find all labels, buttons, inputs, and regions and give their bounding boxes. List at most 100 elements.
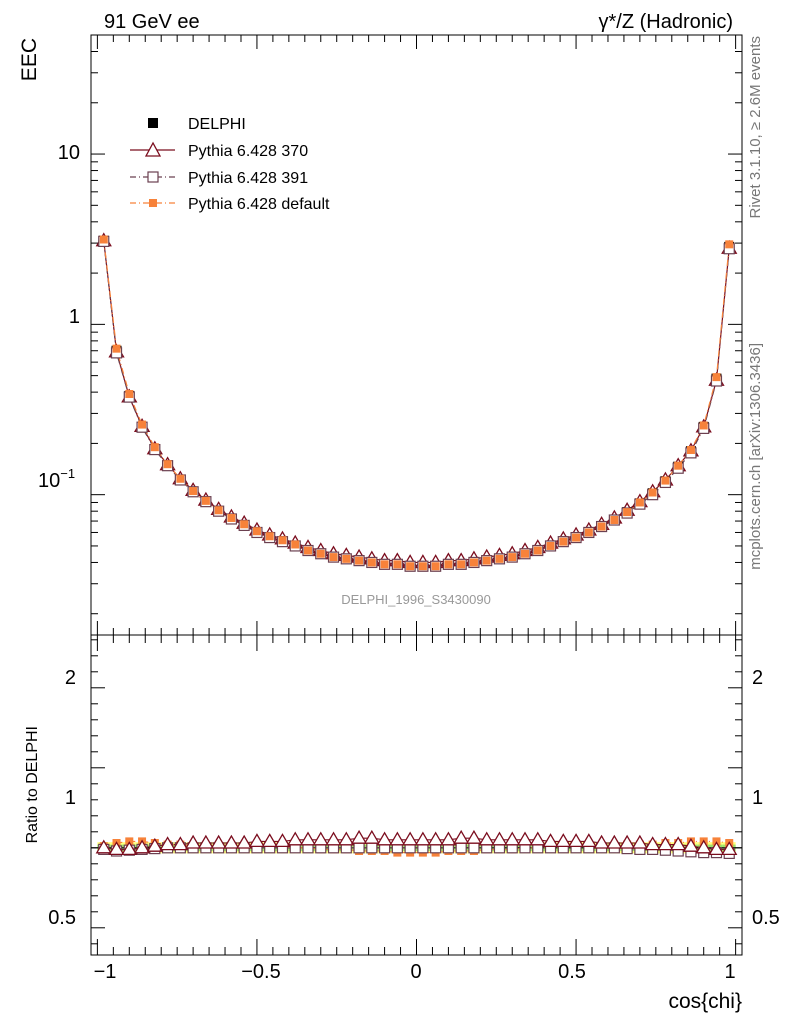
ratio-point-s0 <box>95 839 112 854</box>
legend-label-pythia-391: Pythia 6.428 391 <box>188 170 308 187</box>
ratio-point-s0 <box>478 831 495 846</box>
ratio-point-s0 <box>631 834 649 849</box>
main-point-s3 <box>201 496 210 505</box>
main-point-s3 <box>189 487 198 496</box>
ratio-point-s0 <box>108 841 125 856</box>
main-point-s3 <box>99 235 108 244</box>
ratio-ytick-left-0.5: 0.5 <box>48 907 76 929</box>
legend-label-pythia-370: Pythia 6.428 370 <box>188 143 308 160</box>
ratio-point-s0 <box>721 841 738 856</box>
ratio-point-s0 <box>567 833 585 848</box>
ratio-point-s0 <box>299 831 317 846</box>
main-point-s3 <box>635 498 644 507</box>
analysis-id: DELPHI_1996_S3430090 <box>341 592 491 607</box>
main-point-s3 <box>240 520 249 529</box>
main-panel: DELPHI_1996_S3430090 EEC 10 1 10−1 DELPH… <box>18 34 743 636</box>
main-point-s3 <box>546 541 555 550</box>
legend: DELPHI Pythia 6.428 370 Pythia 6.428 391… <box>130 116 330 213</box>
ratio-series <box>95 829 738 860</box>
xtick-label-m1: −1 <box>94 961 117 983</box>
ratio-point-s0 <box>236 834 253 849</box>
legend-label-pythia-default: Pythia 6.428 default <box>188 196 330 213</box>
main-point-s3 <box>265 532 274 541</box>
ratio-point-s0 <box>504 831 521 846</box>
main-point-s3 <box>482 556 491 565</box>
main-point-s3 <box>648 488 657 497</box>
main-point-s3 <box>112 344 121 353</box>
ratio-y-ticks <box>91 639 742 945</box>
ratio-ytick-left-2: 2 <box>65 667 76 689</box>
ratio-point-s0 <box>440 831 457 846</box>
ratio-point-s0 <box>644 836 661 851</box>
main-point-s3 <box>355 556 364 565</box>
ratio-point-s0 <box>414 831 432 846</box>
ratio-point-s0 <box>146 837 163 852</box>
legend-marker-pythia-391 <box>147 171 159 183</box>
ratio-point-s0 <box>389 831 406 846</box>
ratio-point-s0 <box>312 831 329 846</box>
ratio-point-s0 <box>172 836 189 851</box>
ratio-point-s1 <box>455 842 467 854</box>
process-label: γ*/Z (Hadronic) <box>599 11 733 33</box>
main-point-s3 <box>150 443 159 452</box>
main-point-s3 <box>342 554 351 563</box>
ratio-point-s0 <box>682 837 700 852</box>
legend-entry-pythia-default: Pythia 6.428 default <box>130 196 330 213</box>
main-point-s3 <box>661 476 670 485</box>
main-point-s3 <box>163 460 172 469</box>
main-point-s3 <box>521 549 529 558</box>
main-point-s3 <box>623 508 632 517</box>
xtick-label-0.5: 0.5 <box>558 961 586 983</box>
xtick-label-m0.5: −0.5 <box>241 961 280 983</box>
main-point-s3 <box>214 506 223 515</box>
ratio-point-s0 <box>593 834 610 849</box>
legend-marker-pythia-370 <box>144 141 162 157</box>
ytick-label-1: 1 <box>69 306 80 328</box>
main-point-s3 <box>367 558 376 567</box>
main-point-s3 <box>686 445 695 454</box>
main-y-label: EEC <box>18 38 41 81</box>
ratio-point-s0 <box>184 834 202 849</box>
ratio-ytick-left-1: 1 <box>65 787 76 809</box>
ratio-point-s0 <box>210 834 227 849</box>
main-point-s3 <box>572 533 581 542</box>
ratio-point-s1 <box>366 842 378 854</box>
ratio-point-s0 <box>606 834 623 849</box>
main-point-s3 <box>418 562 427 571</box>
xtick-label-0: 0 <box>410 961 421 983</box>
main-series <box>95 232 738 572</box>
main-point-s3 <box>329 553 338 562</box>
main-point-s3 <box>674 461 683 470</box>
main-point-s3 <box>444 560 453 569</box>
ratio-point-s0 <box>363 829 380 844</box>
ratio-point-s0 <box>248 833 266 848</box>
legend-label-delphi: DELPHI <box>188 116 246 133</box>
main-point-s3 <box>278 536 287 545</box>
ratio-point-s0 <box>223 834 240 849</box>
legend-marker-pythia-default <box>149 199 157 207</box>
main-point-s3 <box>380 560 389 569</box>
ratio-point-s1 <box>468 842 480 854</box>
ratio-point-s0 <box>325 831 342 846</box>
main-point-s3 <box>252 527 261 536</box>
main-point-s3 <box>533 546 542 555</box>
legend-entry-pythia-370: Pythia 6.428 370 <box>130 141 308 160</box>
main-point-s3 <box>176 474 185 483</box>
mcplots-side-label: mcplots.cern.ch [arXiv:1306.3436] <box>747 343 764 570</box>
main-point-s3 <box>457 560 466 569</box>
main-point-s3 <box>712 373 721 382</box>
main-point-s3 <box>597 522 606 531</box>
ratio-ytick-right-2: 2 <box>752 667 763 689</box>
ratio-point-s0 <box>516 831 534 846</box>
ratio-point-s0 <box>274 833 291 848</box>
main-point-s3 <box>469 558 478 567</box>
ratio-point-s0 <box>491 831 508 846</box>
ratio-point-s0 <box>287 831 304 846</box>
main-point-s3 <box>316 549 325 558</box>
ratio-point-s0 <box>121 841 138 856</box>
ratio-point-s0 <box>350 829 368 844</box>
x-axis-label: cos{chi} <box>668 990 742 1013</box>
ratio-point-s0 <box>670 836 687 851</box>
